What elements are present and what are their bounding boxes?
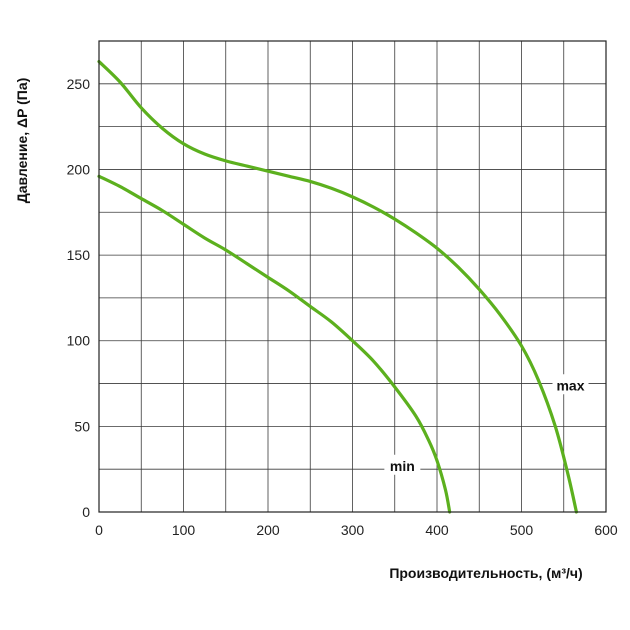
y-tick-label: 200 xyxy=(67,161,91,177)
series-layer xyxy=(97,59,579,514)
curve-label-bg xyxy=(384,454,421,475)
grid xyxy=(99,41,606,512)
x-tick-label: 200 xyxy=(256,522,280,538)
x-tick-label: 300 xyxy=(341,522,365,538)
x-tick-label: 0 xyxy=(95,522,103,538)
plot-frame xyxy=(98,40,607,513)
y-tick-label: 50 xyxy=(74,418,90,434)
series-line-min xyxy=(97,174,452,514)
y-tick-label: 100 xyxy=(67,333,91,349)
y-tick-label: 250 xyxy=(67,76,91,92)
x-tick-label: 500 xyxy=(510,522,534,538)
curve-annotations: max min xyxy=(384,374,589,475)
y-tick-label: 150 xyxy=(67,247,91,263)
x-tick-label: 400 xyxy=(425,522,449,538)
y-axis-title: Давление, ΔP (Па) xyxy=(14,78,30,204)
series-line-max xyxy=(97,59,579,514)
curve-label-max: max xyxy=(556,377,584,393)
curve-label-bg xyxy=(552,374,589,395)
x-tick-label: 100 xyxy=(172,522,196,538)
x-axis-title: Производительность, (м³/ч) xyxy=(389,565,582,581)
x-tick-label: 600 xyxy=(594,522,618,538)
tick-labels: 0 100 200 300 400 500 600 0 50 100 150 200 250 xyxy=(67,76,618,538)
curve-label-min: min xyxy=(390,458,415,474)
y-tick-label: 0 xyxy=(82,504,90,520)
